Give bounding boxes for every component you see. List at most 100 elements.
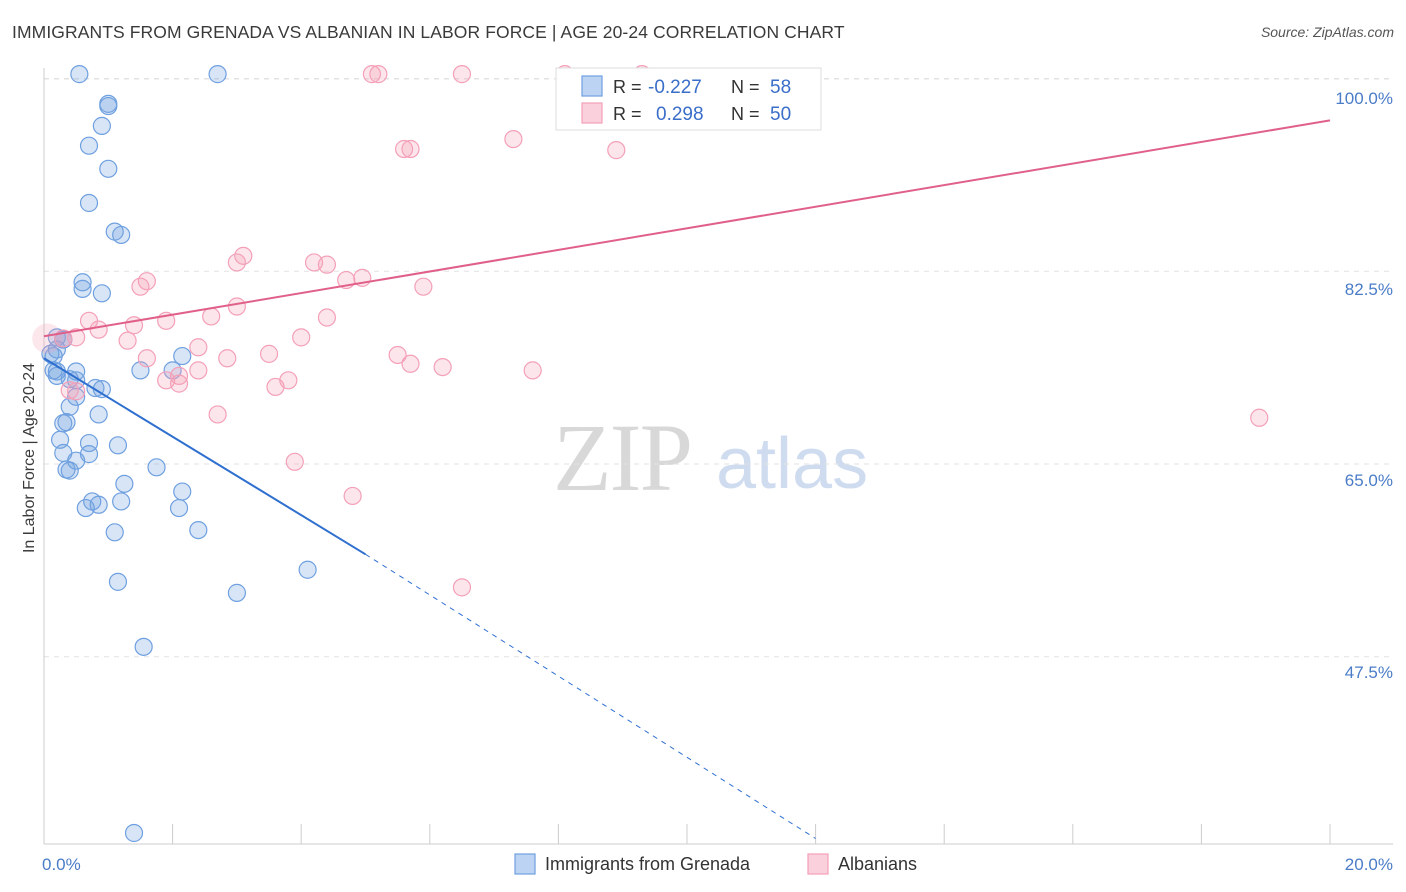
point-albanian-20 (202, 307, 221, 326)
legend-r-value-1: -0.227 (648, 77, 702, 98)
trendline-grenada (43, 357, 367, 556)
point-grenada-1 (208, 65, 227, 84)
point-albanian-45 (67, 382, 86, 401)
point-grenada-44 (173, 482, 192, 501)
point-grenada-0 (70, 65, 89, 84)
point-albanian-40 (266, 377, 285, 397)
point-albanian-7 (401, 139, 420, 159)
point-albanian-37 (523, 361, 542, 380)
point-albanian-42 (169, 374, 189, 393)
point-albanian-35 (401, 354, 420, 373)
point-grenada-7 (79, 193, 99, 213)
point-albanian-10 (227, 253, 246, 272)
series-layer (32, 65, 1331, 843)
bottom-legend-label-pink: Albanians (838, 854, 917, 874)
legend-box: R = -0.227 N = 58 R = 0.298 N = 50 (555, 67, 822, 131)
point-grenada-39 (115, 474, 134, 493)
point-grenada-51 (134, 637, 153, 656)
point-albanian-14 (137, 272, 156, 291)
point-albanian-0 (362, 65, 382, 84)
point-albanian-2 (452, 65, 472, 84)
legend-r-value-2: 0.298 (656, 104, 704, 125)
point-grenada-57 (47, 366, 66, 386)
point-albanian-28 (292, 328, 311, 347)
point-albanian-27 (118, 331, 137, 350)
bottom-legend-label-blue: Immigrants from Grenada (545, 854, 751, 874)
point-albanian-46 (285, 452, 304, 471)
point-albanian-44 (60, 381, 79, 400)
point-grenada-10 (73, 273, 92, 292)
point-albanian-12 (317, 255, 337, 274)
point-grenada-42 (112, 492, 131, 511)
y-axis-label: In Labor Force | Age 20-24 (21, 363, 38, 553)
point-albanian-1 (369, 65, 388, 84)
legend-r-label-2: R = (613, 104, 642, 124)
trendline-grenada-extension (365, 553, 816, 839)
point-albanian-5 (504, 129, 523, 149)
point-albanian-6 (394, 139, 414, 159)
point-albanian-49 (1250, 408, 1269, 427)
watermark-zip: ZIP (553, 404, 691, 511)
point-grenada-49 (227, 583, 246, 602)
x-tick-label-0: 0.0% (42, 855, 81, 874)
chart-title: IMMIGRANTS FROM GRENADA VS ALBANIAN IN L… (12, 22, 845, 42)
bottom-legend-swatch-blue (514, 853, 536, 875)
legend-swatch-blue (581, 75, 603, 97)
watermark-atlas: atlas (716, 424, 868, 504)
legend-n-value-2: 50 (770, 104, 791, 125)
gridlines (44, 78, 1393, 658)
point-grenada-25 (67, 387, 86, 406)
point-albanian-33 (189, 361, 208, 380)
x-tick-label-20: 20.0% (1345, 855, 1393, 874)
source-label: Source: ZipAtlas.com (1260, 24, 1394, 40)
point-albanian-48 (452, 578, 472, 597)
bottom-legend: Immigrants from Grenada Albanians (514, 853, 917, 875)
point-albanian-21 (317, 308, 337, 327)
point-grenada-48 (108, 572, 128, 591)
point-grenada-11 (73, 279, 92, 298)
y-tick-label-65: 65.0% (1345, 471, 1393, 490)
point-albanian-29 (189, 338, 208, 357)
y-tick-label-82-5: 82.5% (1345, 280, 1393, 299)
legend-n-value-1: 58 (770, 77, 791, 98)
point-grenada-45 (169, 498, 189, 518)
point-grenada-54 (173, 346, 192, 366)
point-albanian-36 (433, 357, 452, 377)
point-albanian-17 (414, 277, 433, 296)
point-albanian-34 (388, 345, 407, 365)
point-grenada-6 (99, 159, 118, 178)
point-grenada-26 (60, 397, 79, 416)
point-grenada-27 (89, 405, 108, 424)
y-tick-label-47-5: 47.5% (1345, 663, 1393, 682)
point-albanian-32 (218, 349, 237, 368)
point-albanian-47 (343, 486, 362, 506)
point-grenada-32 (108, 436, 128, 455)
point-grenada-4 (92, 116, 111, 135)
point-albanian-31 (137, 349, 156, 368)
point-grenada-40 (83, 492, 102, 511)
point-grenada-9 (112, 225, 131, 245)
point-albanian-9 (234, 246, 253, 265)
point-albanian-8 (607, 141, 626, 160)
legend-r-label-1: R = (613, 77, 642, 97)
point-grenada-46 (105, 523, 124, 542)
point-albanian-24 (89, 320, 108, 339)
point-albanian-43 (208, 405, 227, 424)
point-grenada-12 (92, 284, 111, 303)
y-tick-label-100: 100.0% (1335, 89, 1393, 108)
legend-n-label-2: N = (731, 104, 760, 124)
point-grenada-37 (60, 461, 79, 480)
trendline-albanian (43, 119, 1331, 338)
point-grenada-43 (147, 458, 166, 477)
point-grenada-47 (189, 520, 208, 540)
point-grenada-52 (124, 823, 144, 843)
point-albanian-30 (259, 344, 279, 363)
point-albanian-26 (67, 328, 86, 347)
point-grenada-3 (99, 94, 118, 113)
point-grenada-41 (76, 498, 95, 518)
legend-n-label-1: N = (731, 77, 760, 97)
bottom-legend-swatch-pink (807, 853, 829, 875)
axes (43, 68, 1393, 845)
point-albanian-19 (227, 297, 246, 316)
